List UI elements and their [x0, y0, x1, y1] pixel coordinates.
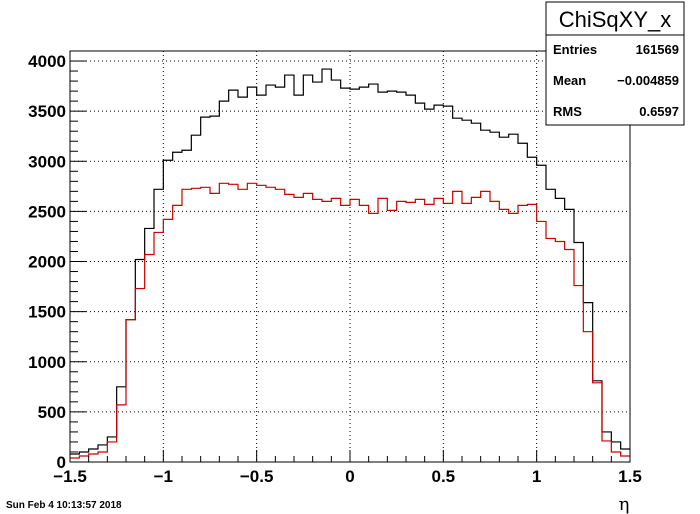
x-tick-label: 0.5 [432, 467, 456, 486]
stats-box: ChiSqXY_x Entries 161569 Mean −0.004859 … [545, 1, 685, 126]
histogram-series-black [70, 68, 630, 455]
histogram-series-red [70, 182, 630, 459]
y-tick-label: 500 [38, 403, 66, 422]
grid-lines [70, 51, 630, 462]
x-tick-label: 0 [345, 467, 354, 486]
stats-rms-value: 0.6597 [639, 104, 679, 119]
stats-mean-value: −0.004859 [617, 73, 679, 88]
datestamp: Sun Feb 4 10:13:57 2018 [6, 500, 122, 511]
y-tick-label: 3500 [28, 102, 66, 121]
histogram-series [70, 68, 630, 459]
x-axis-title: η [619, 494, 630, 514]
stats-entries-label: Entries [553, 42, 597, 57]
stats-box-title: ChiSqXY_x [559, 7, 672, 32]
y-tick-label: 1500 [28, 303, 66, 322]
x-tick-label: −1 [154, 467, 173, 486]
stats-box-body-frame [545, 34, 685, 126]
stats-entries-value: 161569 [636, 42, 679, 57]
axes: −1.5 −1 −0.5 0 0.5 1 1.5 0 500 1000 1500 2000 2500 30… [28, 52, 642, 486]
x-tick-label: 1 [532, 467, 541, 486]
x-tick-label: 1.5 [618, 467, 642, 486]
y-tick-label: 2500 [28, 202, 66, 221]
y-tick-label: 3000 [28, 152, 66, 171]
y-tick-label: 0 [57, 453, 66, 472]
stats-rms-label: RMS [553, 104, 582, 119]
y-tick-label: 4000 [28, 52, 66, 71]
stats-mean-label: Mean [553, 73, 586, 88]
y-tick-label: 1000 [28, 353, 66, 372]
x-tick-label: −0.5 [240, 467, 274, 486]
y-tick-label: 2000 [28, 253, 66, 272]
x-tick-label: −1.5 [53, 467, 87, 486]
